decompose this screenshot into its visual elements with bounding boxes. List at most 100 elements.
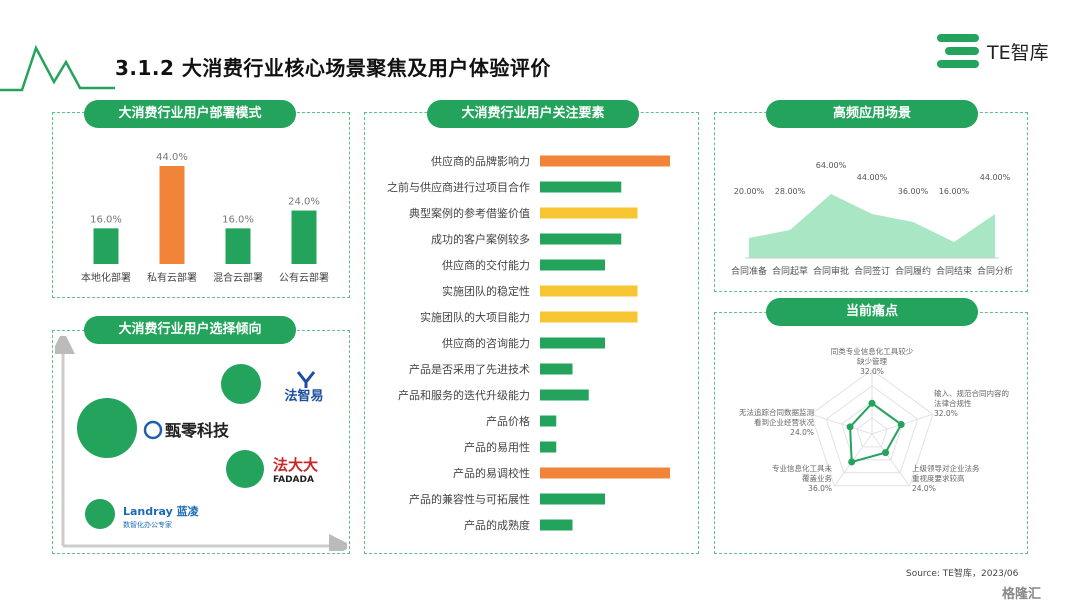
deployment-bar xyxy=(159,166,185,264)
radar-point xyxy=(868,399,876,407)
factor-bar xyxy=(540,311,638,323)
factor-bar xyxy=(540,493,605,505)
radar-grid-ring xyxy=(825,385,919,474)
radar-grid-ring xyxy=(856,417,888,448)
deployment-bar xyxy=(93,228,119,264)
scenario-category-label: 合同签订 xyxy=(854,265,890,277)
factors-chart: 供应商的品牌影响力之前与供应商进行过项目合作典型案例的参考借鉴价值成功的客户案例… xyxy=(387,154,670,532)
brand-logo: TE智库 xyxy=(937,34,1049,68)
factor-bar xyxy=(540,467,670,479)
vendor-name-zhenling: 甄零科技 xyxy=(165,421,230,440)
radar-spoke xyxy=(871,433,911,487)
radar-series xyxy=(849,401,903,464)
factor-bar xyxy=(540,389,589,401)
heartbeat-decoration xyxy=(0,44,115,92)
scenario-category-label: 合同起草 xyxy=(772,265,808,277)
radar-value-label: 32.0% xyxy=(934,409,958,418)
factors-panel-title: 大消费行业用户关注要素 xyxy=(427,100,639,128)
factor-bar xyxy=(540,259,605,271)
factor-label: 典型案例的参考借鉴价值 xyxy=(409,206,530,220)
pain-points-panel-title: 当前痛点 xyxy=(766,298,978,326)
scenario-category-label: 合同审批 xyxy=(813,265,849,277)
scenarios-chart: 20.00% 合同准备 28.00% 合同起草 64.00% 合同审批 44.00% 合同签订… xyxy=(731,161,1013,277)
factor-label: 成功的客户案例较多 xyxy=(431,232,530,246)
radar-axis-label: 看到企业经营状况 xyxy=(754,417,814,427)
factor-bar xyxy=(540,285,638,297)
vendor-sub-fadada: FADADA xyxy=(273,475,314,485)
radar-value-label: 36.0% xyxy=(808,484,832,493)
radar-value-label: 24.0% xyxy=(912,484,936,493)
scenario-value-label: 16.00% xyxy=(939,187,970,196)
scenario-value-label: 28.00% xyxy=(775,187,806,196)
deployment-bar xyxy=(291,210,317,264)
brand-name: TE智库 xyxy=(987,41,1049,64)
watermark: 格隆汇 xyxy=(1002,587,1042,602)
radar-axis-label: 上级领导对企业法务 xyxy=(912,463,980,473)
scenario-category-label: 合同结束 xyxy=(936,265,972,277)
factor-bar xyxy=(540,519,573,531)
factor-label: 产品和服务的迭代升级能力 xyxy=(398,388,530,402)
factor-label: 产品价格 xyxy=(486,414,530,428)
factor-label: 之前与供应商进行过项目合作 xyxy=(387,180,530,194)
radar-point xyxy=(848,458,856,466)
scenario-category-label: 合同准备 xyxy=(731,265,767,277)
factor-bar xyxy=(540,233,622,245)
radar-axis-label: 重视度要求较高 xyxy=(912,473,965,483)
radar-axis-label: 专业信息化工具未 xyxy=(772,463,832,473)
radar-value-label: 24.0% xyxy=(790,428,814,437)
vendor-bubble-landray xyxy=(85,499,115,529)
radar-point xyxy=(846,423,854,431)
factor-bar xyxy=(540,441,557,453)
radar-grid-ring xyxy=(810,369,934,487)
factor-label: 产品的兼容性与可拓展性 xyxy=(409,492,530,506)
radar-axis-label: 覆盖业务 xyxy=(802,473,832,483)
factor-label: 供应商的品牌影响力 xyxy=(431,154,530,168)
radar-axis-label: 法律合规性 xyxy=(934,398,972,408)
radar-point xyxy=(882,449,890,457)
deployment-value-label: 16.0% xyxy=(222,214,254,225)
deployment-category-label: 本地化部署 xyxy=(81,271,131,284)
radar-point xyxy=(897,421,905,429)
zhenling-logo-icon xyxy=(143,420,163,440)
source-note: Source: TE智库，2023/06 xyxy=(906,569,1019,579)
preference-chart: 法智易 甄零科技 法大大 FADADA Landray 蓝凌 数智化办公专家 xyxy=(55,336,347,551)
factor-label: 供应商的咨询能力 xyxy=(442,336,530,350)
factor-label: 产品是否采用了先进技术 xyxy=(409,362,530,376)
scenario-area xyxy=(749,194,995,258)
factor-label: 实施团队的大项目能力 xyxy=(420,310,530,324)
radar-axis-label: 同类专业信息化工具较少 xyxy=(831,346,914,356)
deployment-category-label: 私有云部署 xyxy=(147,271,197,284)
deployment-value-label: 44.0% xyxy=(156,152,188,163)
brand-icon xyxy=(937,34,979,68)
radar-spoke xyxy=(810,413,873,435)
factor-bar xyxy=(540,155,670,167)
deployment-category-label: 混合云部署 xyxy=(213,271,263,284)
factor-label: 产品的成熟度 xyxy=(464,518,530,532)
scenario-value-label: 44.00% xyxy=(980,173,1011,182)
factor-label: 产品的易用性 xyxy=(464,440,530,454)
vendor-name-fadada: 法大大 xyxy=(273,456,318,474)
factor-label: 产品的易调校性 xyxy=(453,466,530,480)
radar-grid-ring xyxy=(841,401,903,461)
scenarios-panel-title: 高频应用场景 xyxy=(766,100,978,128)
factor-bar xyxy=(540,363,573,375)
preference-panel-title: 大消费行业用户选择倾向 xyxy=(84,316,296,344)
scenario-value-label: 36.00% xyxy=(898,187,929,196)
radar-axis-label: 缺少管理 xyxy=(857,356,887,366)
vendor-name-fazhiyi: 法智易 xyxy=(284,388,323,404)
radar-axis-label: 输入、规范合同内容的 xyxy=(934,388,1009,398)
deployment-panel-title: 大消费行业用户部署模式 xyxy=(84,100,296,128)
pain-points-chart: 同类专业信息化工具较少缺少管理32.0%输入、规范合同内容的法律合规性32.0%… xyxy=(739,346,1009,493)
scenario-value-label: 44.00% xyxy=(857,173,888,182)
deployment-value-label: 16.0% xyxy=(90,214,122,225)
vendor-bubble-fazhiyi xyxy=(221,364,261,404)
deployment-value-label: 24.0% xyxy=(288,197,320,208)
page-title: 3.1.2 大消费行业核心场景聚焦及用户体验评价 xyxy=(115,56,551,80)
factor-label: 实施团队的稳定性 xyxy=(442,284,530,298)
scenario-value-label: 20.00% xyxy=(734,187,765,196)
deployment-bar xyxy=(225,228,251,264)
scenario-category-label: 合同履约 xyxy=(895,265,931,277)
factor-bar xyxy=(540,415,557,427)
radar-value-label: 32.0% xyxy=(860,367,884,376)
scenario-category-label: 合同分析 xyxy=(977,265,1013,277)
